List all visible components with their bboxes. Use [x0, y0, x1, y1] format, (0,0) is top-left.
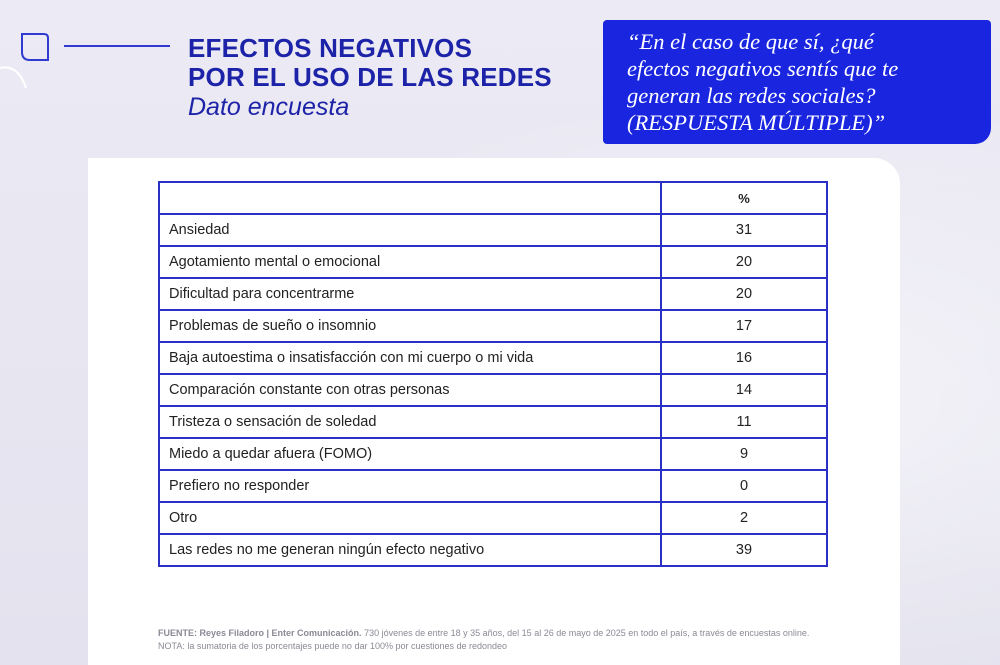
question-line-2: efectos negativos sentís que te [627, 56, 899, 81]
row-value: 20 [660, 277, 828, 311]
title-rule [64, 45, 170, 47]
question-line-3: generan las redes sociales? [627, 83, 876, 108]
row-label: Otro [158, 501, 662, 535]
row-value: 11 [660, 405, 828, 439]
row-value: 31 [660, 213, 828, 247]
table-row: Dificultad para concentrarme 20 [158, 277, 828, 311]
row-value: 16 [660, 341, 828, 375]
row-label: Miedo a quedar afuera (FOMO) [158, 437, 662, 471]
row-label: Agotamiento mental o emocional [158, 245, 662, 279]
row-value: 39 [660, 533, 828, 567]
row-value: 9 [660, 437, 828, 471]
row-value: 0 [660, 469, 828, 503]
table-row: Las redes no me generan ningún efecto ne… [158, 533, 828, 567]
row-label: Ansiedad [158, 213, 662, 247]
table-row: Miedo a quedar afuera (FOMO) 9 [158, 437, 828, 471]
row-label: Comparación constante con otras personas [158, 373, 662, 407]
percent-column-header: % [660, 181, 828, 215]
row-label: Problemas de sueño o insomnio [158, 309, 662, 343]
row-value: 2 [660, 501, 828, 535]
source-text: 730 jóvenes de entre 18 y 35 años, del 1… [158, 628, 810, 651]
table-row: Tristeza o sensación de soledad 11 [158, 405, 828, 439]
page-subtitle: Dato encuesta [188, 93, 350, 121]
label-column-header [158, 181, 662, 215]
brand-logo-icon [0, 33, 49, 89]
row-label: Prefiero no responder [158, 469, 662, 503]
title-line-2: POR EL USO DE LAS REDES [188, 62, 552, 92]
survey-question-box: “En el caso de que sí, ¿qué efectos nega… [603, 20, 991, 144]
table-body: Ansiedad 31 Agotamiento mental o emocional… [158, 213, 828, 567]
table-header-row: % [158, 181, 828, 215]
table-row: Prefiero no responder 0 [158, 469, 828, 503]
row-label: Dificultad para concentrarme [158, 277, 662, 311]
results-panel: % Ansiedad 31 Agotamiento mental o emocion… [88, 158, 900, 665]
table-row: Agotamiento mental o emocional 20 [158, 245, 828, 279]
row-value: 17 [660, 309, 828, 343]
source-label: FUENTE: Reyes Filadoro | Enter Comunicac… [158, 628, 362, 638]
row-label: Baja autoestima o insatisfacción con mi … [158, 341, 662, 375]
table-row: Problemas de sueño o insomnio 17 [158, 309, 828, 343]
row-value: 14 [660, 373, 828, 407]
source-footnote: FUENTE: Reyes Filadoro | Enter Comunicac… [158, 627, 828, 653]
table-row: Comparación constante con otras personas… [158, 373, 828, 407]
table-row: Baja autoestima o insatisfacción con mi … [158, 341, 828, 375]
row-value: 20 [660, 245, 828, 279]
row-label: Las redes no me generan ningún efecto ne… [158, 533, 662, 567]
results-table: % Ansiedad 31 Agotamiento mental o emocion… [158, 181, 828, 567]
row-label: Tristeza o sensación de soledad [158, 405, 662, 439]
question-line-1: “En el caso de que sí, ¿qué [627, 29, 874, 54]
page-title: EFECTOS NEGATIVOS POR EL USO DE LAS REDE… [188, 34, 552, 122]
table-row: Ansiedad 31 [158, 213, 828, 247]
title-line-1: EFECTOS NEGATIVOS [188, 33, 473, 63]
table-row: Otro 2 [158, 501, 828, 535]
question-line-4: (RESPUESTA MÚLTIPLE)” [627, 110, 886, 135]
